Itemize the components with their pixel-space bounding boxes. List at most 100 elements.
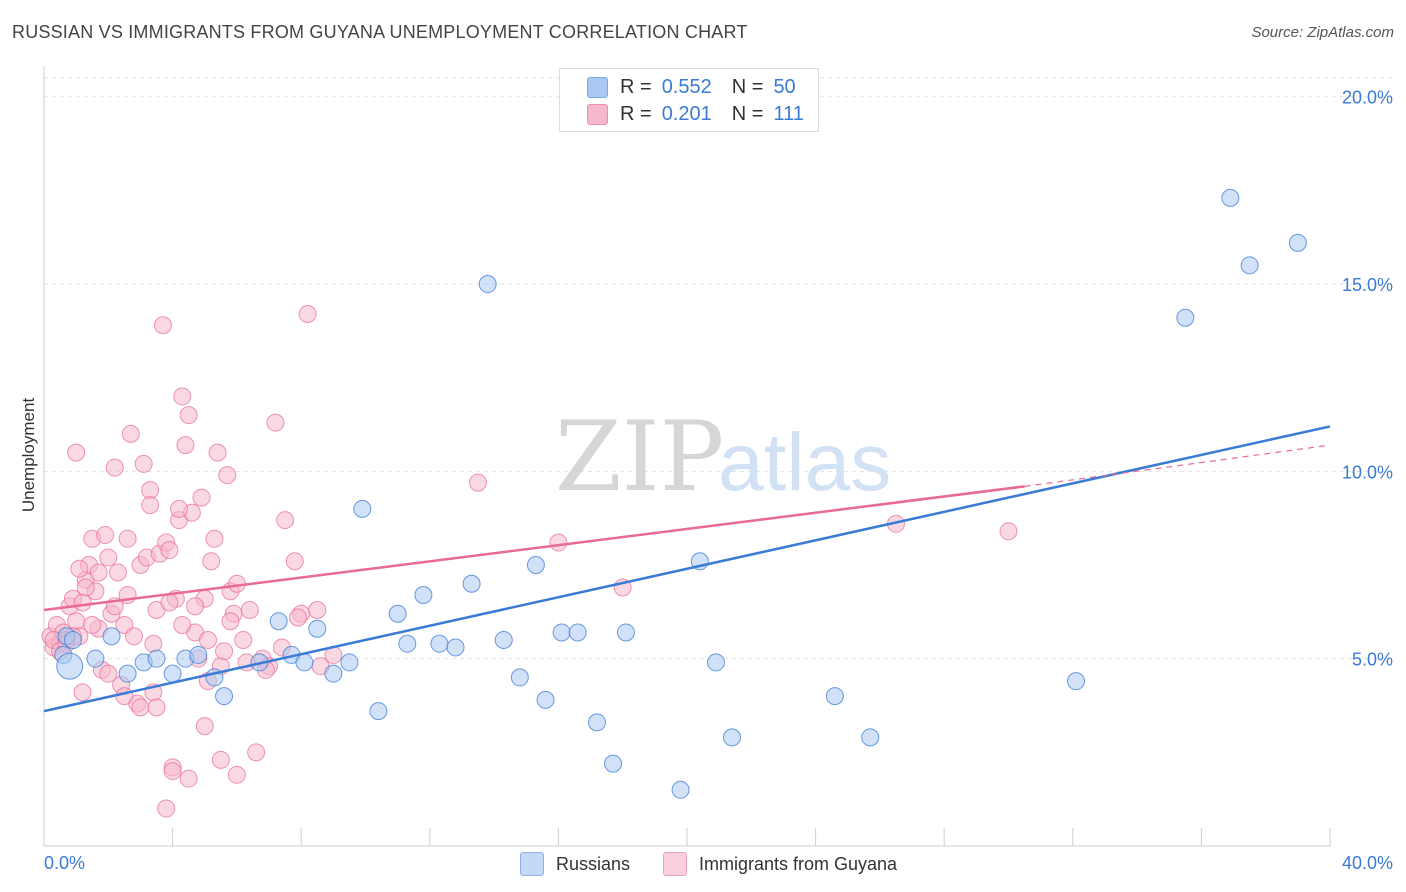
legend-r-value: 0.552	[661, 75, 712, 98]
guyana-point	[153, 316, 172, 335]
guyana-point	[99, 548, 118, 567]
series-guyana-points	[41, 305, 1018, 818]
trendline-guyana-extension	[1024, 444, 1331, 487]
russian-point	[552, 623, 571, 642]
legend-swatch-guyana	[663, 852, 687, 876]
guyana-point	[240, 600, 259, 619]
russian-point	[102, 627, 121, 646]
russian-point	[825, 687, 844, 706]
legend-swatch-russians	[587, 76, 608, 98]
series-russians-points	[54, 188, 1307, 799]
russian-point	[163, 664, 182, 683]
russian-point	[616, 623, 635, 642]
russian-point	[1176, 308, 1195, 327]
guyana-point	[176, 436, 195, 455]
legend-n-label: N =	[731, 75, 764, 98]
guyana-point	[67, 612, 86, 631]
guyana-point	[285, 552, 304, 571]
russian-point	[369, 702, 388, 721]
guyana-point	[186, 597, 205, 616]
watermark-atlas: atlas	[718, 417, 891, 508]
russian-point	[118, 664, 137, 683]
russian-point	[536, 690, 555, 709]
russian-point	[706, 653, 725, 672]
russian-point	[446, 638, 465, 657]
legend-n-label: N =	[731, 102, 764, 125]
russian-point	[478, 275, 497, 294]
russian-point	[324, 664, 343, 683]
legend-n-value: 111	[773, 102, 804, 125]
guyana-point	[208, 443, 227, 462]
russian-point	[86, 649, 105, 668]
guyana-point	[157, 799, 176, 818]
russian-point	[1288, 233, 1307, 252]
legend-r-label: R =	[620, 102, 652, 125]
guyana-point	[218, 466, 237, 485]
guyana-point	[121, 424, 140, 443]
legend-r-label: R =	[620, 75, 652, 98]
y-tick-label: 20.0%	[1342, 88, 1393, 108]
legend-row-guyana: R = 0.201 N = 111	[560, 100, 804, 128]
chart-title: RUSSIAN VS IMMIGRANTS FROM GUYANA UNEMPL…	[12, 22, 748, 42]
guyana-point	[89, 563, 108, 582]
guyana-point	[67, 443, 86, 462]
guyana-point	[211, 750, 230, 769]
guyana-point	[108, 563, 127, 582]
guyana-point	[205, 529, 224, 548]
russian-point	[568, 623, 587, 642]
guyana-point	[179, 406, 198, 425]
guyana-point	[118, 529, 137, 548]
guyana-point	[173, 615, 192, 634]
guyana-point	[141, 496, 160, 515]
y-tick-label: 10.0%	[1342, 462, 1393, 482]
guyana-point	[99, 664, 118, 683]
russian-point	[215, 687, 234, 706]
guyana-point	[134, 454, 153, 473]
guyana-point	[160, 541, 179, 560]
russian-point	[671, 780, 690, 799]
correlation-legend: R = 0.552 N = 50 R = 0.201 N = 111	[559, 68, 819, 132]
guyana-point	[195, 717, 214, 736]
russian-point	[414, 585, 433, 604]
grid-lines	[44, 77, 1392, 660]
guyana-point	[288, 608, 307, 627]
axes	[43, 66, 1331, 847]
guyana-point	[125, 627, 144, 646]
guyana-point	[266, 413, 285, 432]
guyana-point	[469, 473, 488, 492]
russian-point	[340, 653, 359, 672]
russian-point	[1240, 256, 1259, 275]
legend-label-guyana: Immigrants from Guyana	[699, 853, 898, 874]
russian-point	[494, 630, 513, 649]
legend-item-guyana: Immigrants from Guyana	[663, 851, 897, 877]
guyana-point	[173, 387, 192, 406]
guyana-point	[276, 511, 295, 530]
russian-point	[723, 728, 742, 747]
legend-n-value: 50	[773, 75, 796, 98]
watermark-zip: ZIP	[555, 401, 724, 513]
russian-point	[308, 619, 327, 638]
trendline-guyana	[43, 485, 1025, 612]
guyana-point	[83, 615, 102, 634]
russian-point	[604, 754, 623, 773]
guyana-point	[141, 481, 160, 500]
russian-point	[1067, 672, 1086, 691]
guyana-point	[221, 612, 240, 631]
guyana-point	[234, 630, 253, 649]
russian-point	[388, 604, 407, 623]
tick-labels: 5.0% 10.0% 15.0% 20.0% 0.0% 40.0%	[44, 88, 1393, 873]
guyana-point	[115, 687, 134, 706]
guyana-point	[163, 762, 182, 781]
russian-point	[462, 574, 481, 593]
russian-point	[510, 668, 529, 687]
guyana-point	[170, 499, 189, 518]
russian-point	[147, 649, 166, 668]
trendlines	[43, 425, 1331, 713]
guyana-point	[308, 600, 327, 619]
guyana-point	[198, 630, 217, 649]
y-tick-label: 5.0%	[1352, 650, 1393, 670]
guyana-point	[215, 642, 234, 661]
russian-point	[526, 556, 545, 575]
guyana-point	[179, 769, 198, 788]
